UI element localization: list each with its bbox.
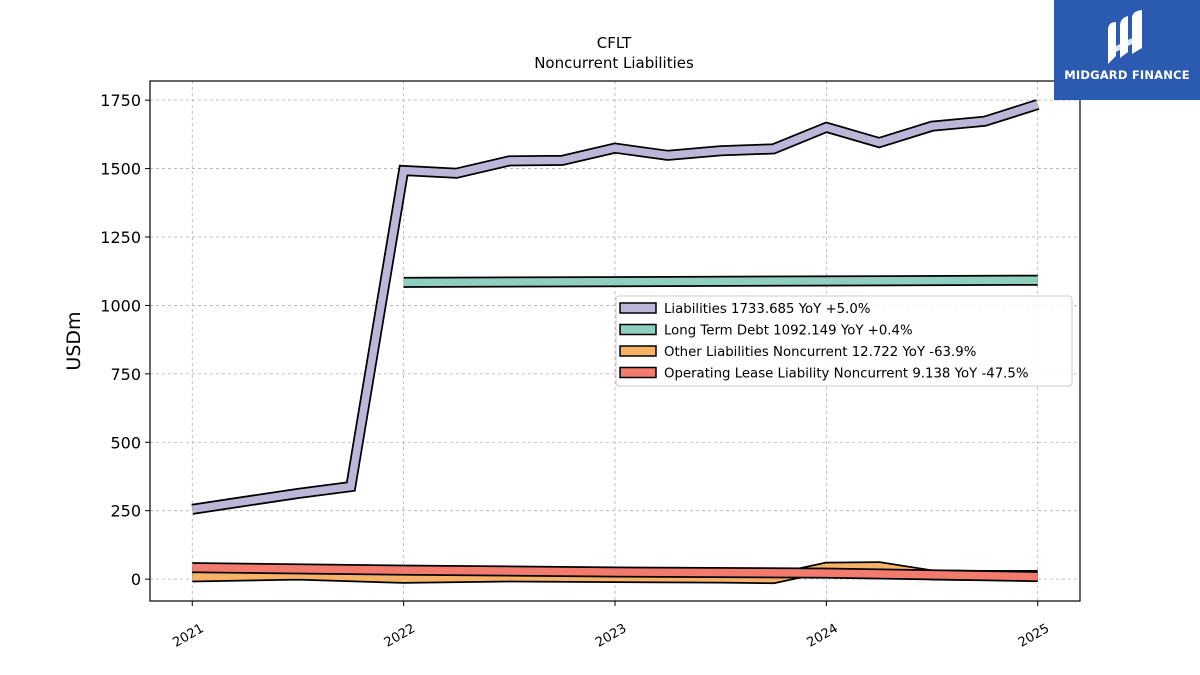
series-layer [191, 99, 1040, 585]
y-tick-label: 500 [110, 433, 141, 452]
legend-frame [615, 295, 1073, 387]
y-axis-label: USDm [63, 311, 85, 370]
y-tick-label: 1250 [100, 228, 141, 247]
y-tick-label: 750 [110, 365, 141, 384]
series-line [192, 562, 1038, 583]
legend-swatch [619, 323, 657, 336]
x-tick-label: 2024 [805, 621, 841, 651]
x-tick-label: 2022 [382, 621, 418, 651]
brand-name: MIDGARD FINANCE [1064, 68, 1190, 82]
x-tick-label: 2025 [1016, 621, 1052, 651]
legend-swatch [619, 366, 657, 379]
chart-subtitle: Noncurrent Liabilities [534, 54, 694, 72]
chart-title: CFLT [597, 34, 632, 52]
legend-label: Other Liabilities Noncurrent 12.722 YoY … [664, 345, 976, 360]
series-line-fill [192, 563, 1038, 581]
midgard-logo-icon [1108, 10, 1142, 64]
y-tick-label: 1000 [100, 296, 141, 315]
series-line-fill [403, 276, 1038, 287]
legend-swatch [619, 302, 657, 314]
y-tick-label: 1500 [100, 160, 141, 179]
series-line [403, 274, 1038, 288]
y-tick-label: 0 [131, 570, 141, 589]
legend-swatch [619, 345, 657, 357]
series-line [191, 99, 1040, 515]
y-tick-label: 250 [110, 502, 141, 521]
legend-label: Liabilities 1733.685 YoY +5.0% [664, 302, 870, 317]
x-tick-label: 2023 [593, 621, 629, 651]
legend: Liabilities 1733.685 YoY +5.0% Long Term … [615, 295, 1073, 387]
brand-logo: MIDGARD FINANCE [1054, 0, 1200, 100]
series-line-fill [191, 100, 1039, 514]
legend-label: Operating Lease Liability Noncurrent 9.1… [664, 367, 1029, 382]
legend-label: Long Term Debt 1092.149 YoY +0.4% [664, 324, 913, 339]
y-tick-label: 1750 [100, 91, 141, 110]
x-tick-label: 2021 [170, 621, 206, 651]
